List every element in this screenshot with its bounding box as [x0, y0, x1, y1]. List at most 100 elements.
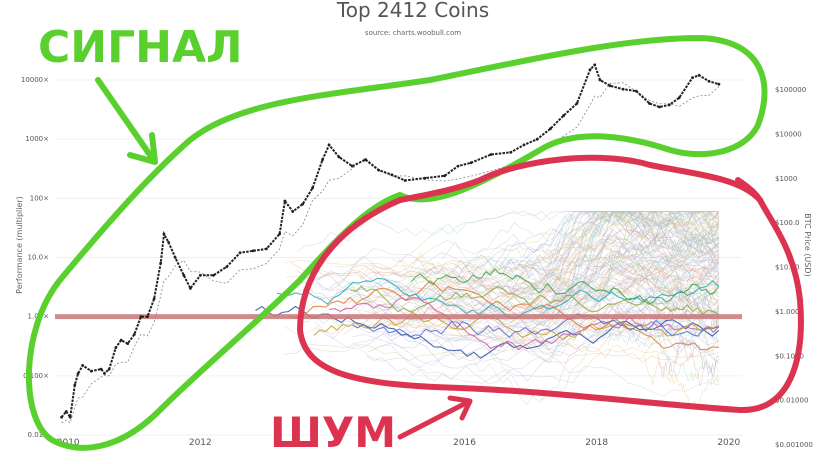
series-point [593, 63, 597, 67]
noise-line-bold [410, 268, 720, 305]
series-point [167, 241, 171, 244]
noise-line [335, 260, 720, 320]
series-point [189, 287, 192, 290]
series-point [598, 78, 602, 82]
x-tick-label: 2012 [189, 438, 212, 448]
y2-tick-label: $100.0 [775, 219, 800, 227]
series-point [390, 173, 394, 177]
noise-line [354, 309, 719, 367]
noise-line [528, 210, 719, 292]
noise-line [556, 210, 720, 250]
series-point [522, 143, 526, 147]
series-point [588, 68, 592, 71]
series-point [251, 249, 255, 253]
series-point [469, 161, 473, 165]
noise-line [657, 332, 720, 387]
noise-line [521, 211, 720, 277]
chart-title: Top 2412 Coins [336, 0, 489, 22]
series-point [114, 346, 118, 349]
series-point [377, 168, 381, 172]
chart-subtitle: source: charts.woobull.com [365, 29, 461, 37]
series-points [60, 63, 721, 419]
series-point [608, 84, 612, 88]
series-point [443, 174, 447, 178]
series-point [321, 158, 324, 162]
series-point [182, 273, 186, 277]
noise-line [529, 260, 720, 306]
series-point [76, 372, 80, 375]
x-tick-label: 2020 [717, 438, 740, 448]
y-tick-label: 100× [30, 194, 49, 202]
noise-line [356, 211, 720, 285]
series-point [311, 186, 314, 190]
x-tick-label: 2010 [57, 438, 80, 448]
noise-line [504, 217, 720, 279]
noise-line [426, 309, 720, 405]
series-point [60, 415, 63, 419]
noise-line [314, 322, 719, 397]
signal-outline [26, 34, 768, 451]
series-point [278, 232, 281, 236]
y2-tick-label: $100000 [775, 86, 806, 94]
noise-line [283, 328, 720, 366]
noise-line [335, 211, 719, 268]
series-point [423, 176, 427, 180]
noise-line [314, 261, 720, 340]
series-point [667, 103, 671, 107]
series-point [81, 364, 85, 367]
y-tick-label: 0.01× [28, 431, 49, 439]
series-point [456, 164, 460, 168]
noise-line [309, 341, 720, 374]
series-point [291, 210, 295, 213]
noise-line [555, 256, 720, 337]
x-axis-ticks: 2010 2012 2016 2018 2020 [57, 438, 741, 448]
noise-line [597, 233, 720, 275]
series-point [146, 315, 149, 319]
series-point [327, 143, 331, 147]
series-point [126, 342, 130, 345]
noise-line [296, 265, 719, 298]
noise-line [632, 233, 719, 342]
noise-line-bold [276, 277, 720, 320]
y2-axis-label: BTC Price (USD) [803, 213, 812, 276]
y2-tick-label: $0.001000 [775, 441, 813, 449]
noise-line [366, 295, 719, 385]
series-point [489, 153, 493, 156]
series-point [621, 87, 625, 91]
series-point [119, 338, 123, 342]
y2-axis-ticks: $0.001000 $0.01000 $0.1000 $1.000 $10.00 $100… [775, 86, 813, 449]
noise-line [608, 210, 720, 263]
y-tick-label: 10000× [21, 76, 49, 84]
series-point [159, 261, 163, 265]
noise-line [390, 252, 719, 360]
noise-line [654, 253, 720, 322]
series-point [107, 367, 111, 371]
series-point [562, 114, 565, 117]
series-point [364, 158, 367, 162]
series-point [238, 251, 242, 255]
trend-line [61, 82, 720, 424]
signal-label: СИГНАЛ [38, 22, 243, 73]
series-point [658, 105, 661, 109]
y2-tick-label: $0.01000 [775, 397, 808, 405]
y2-tick-label: $10.00 [775, 264, 800, 272]
y2-tick-label: $1.000 [775, 308, 800, 316]
noise-line [541, 222, 720, 306]
series-point [535, 137, 539, 141]
series-point [350, 164, 354, 168]
noise-line [398, 210, 719, 281]
noise-arrow-head [447, 395, 473, 421]
noise-line-bold [350, 285, 720, 315]
y2-tick-label: $0.1000 [775, 352, 804, 360]
noise-line [325, 278, 720, 333]
noise-line [291, 229, 720, 306]
noise-line-bold [352, 313, 720, 339]
noise-outline-hook [735, 177, 763, 203]
noise-outline [296, 154, 804, 414]
series-point [691, 76, 694, 79]
y-axis-ticks: 0.01×0.100×1.00×10.0×100×1000×10000× [21, 76, 49, 439]
noise-line [312, 277, 720, 315]
noise-line [352, 310, 720, 350]
